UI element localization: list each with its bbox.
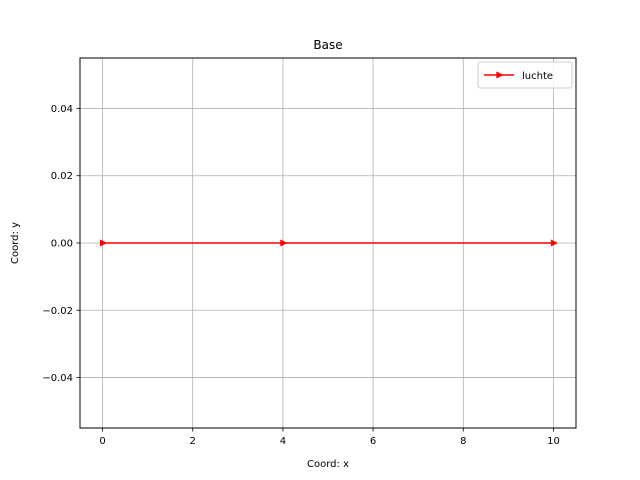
series-point bbox=[280, 239, 288, 247]
y-tick-label: −0.04 bbox=[42, 373, 73, 384]
legend-marker bbox=[496, 71, 504, 79]
x-axis-label: Coord: x bbox=[307, 459, 349, 470]
x-tick-label: 2 bbox=[190, 436, 196, 447]
y-tick-label: 0.02 bbox=[51, 171, 73, 182]
legend-label: luchte bbox=[522, 71, 553, 82]
x-tick-label: 0 bbox=[99, 436, 105, 447]
series-layer bbox=[99, 239, 559, 247]
series-point bbox=[550, 239, 559, 247]
series-point bbox=[99, 239, 108, 247]
x-tick-label: 10 bbox=[547, 436, 560, 447]
chart-title: Base bbox=[313, 38, 342, 52]
y-tick-label: 0.00 bbox=[51, 239, 73, 250]
legend-box bbox=[477, 61, 573, 89]
x-tick-label: 4 bbox=[280, 436, 286, 447]
y-tick-label: −0.02 bbox=[42, 306, 73, 317]
y-axis-label: Coord: y bbox=[10, 222, 21, 264]
x-tick-label: 6 bbox=[370, 436, 376, 447]
ticks: 0 2 4 6 8 10 −0.04 −0.02 0.00 0.02 0.04 bbox=[42, 104, 559, 447]
legend: luchte bbox=[477, 61, 573, 89]
x-tick-label: 8 bbox=[460, 436, 466, 447]
y-tick-label: 0.04 bbox=[51, 104, 73, 115]
